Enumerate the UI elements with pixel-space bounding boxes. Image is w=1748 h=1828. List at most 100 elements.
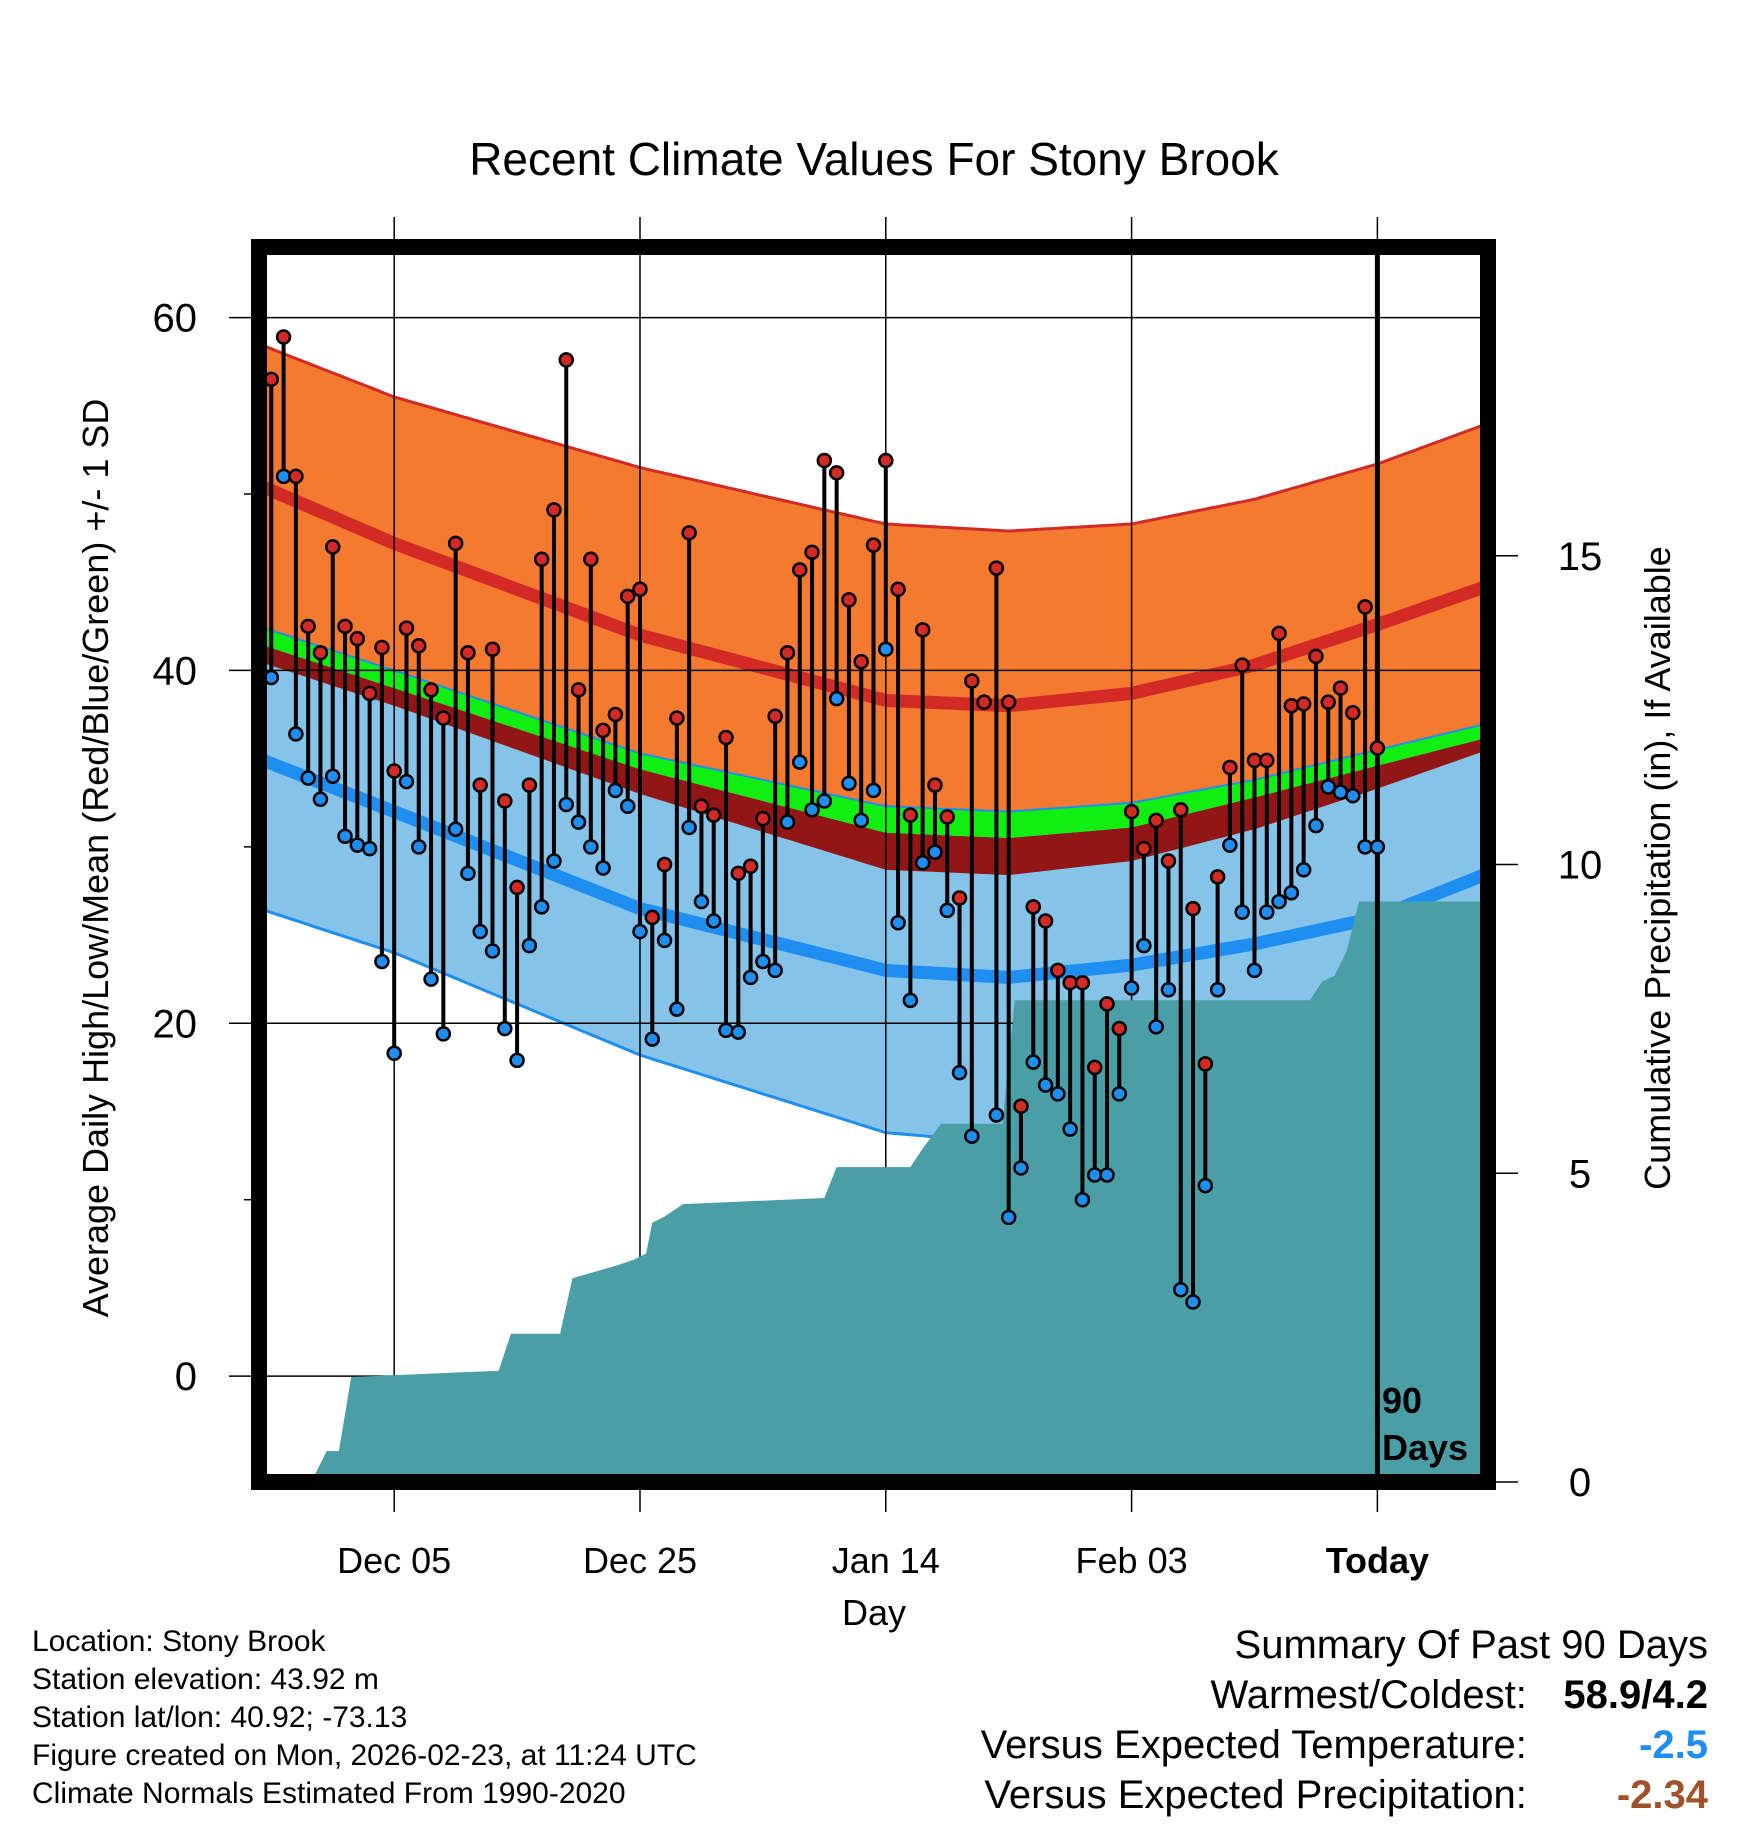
daily-low-point xyxy=(914,854,931,871)
daily-low-point xyxy=(595,860,611,876)
daily-high-point xyxy=(583,551,599,568)
low-temp-upper-sd-line xyxy=(259,625,1488,813)
daily-low-point xyxy=(669,1001,685,1017)
daily-low-point xyxy=(1345,787,1361,804)
daily-high-point xyxy=(1271,625,1287,642)
daily-low-point xyxy=(411,839,427,855)
daily-high-point xyxy=(779,645,796,661)
precip-value: -2.34 xyxy=(1616,1773,1708,1817)
daily-high-point xyxy=(398,620,415,636)
temp-value: -2.5 xyxy=(1639,1723,1708,1767)
daily-low-point xyxy=(927,844,943,860)
daily-low-point xyxy=(951,1064,968,1081)
x-tick-label: Dec 25 xyxy=(583,1540,697,1581)
daily-high-point xyxy=(1283,697,1300,714)
daily-high-point xyxy=(484,641,501,658)
summary-title: Summary Of Past 90 Days xyxy=(1234,1623,1708,1667)
daily-high-point xyxy=(324,539,341,555)
daily-high-point xyxy=(337,618,353,635)
daily-low-point xyxy=(337,828,353,845)
daily-high-point xyxy=(976,694,992,710)
daily-low-point xyxy=(1000,1209,1017,1226)
daily-high-point xyxy=(1308,648,1324,665)
precip-label: Versus Expected Precipitation: xyxy=(984,1773,1527,1817)
daily-high-point xyxy=(705,807,722,823)
daily-low-point xyxy=(865,782,882,799)
daily-low-point xyxy=(1295,862,1312,878)
daily-high-point xyxy=(902,807,919,823)
daily-high-point xyxy=(1357,599,1373,615)
daily-low-point xyxy=(828,690,845,707)
x-tick-label: Today xyxy=(1326,1540,1429,1581)
chart-title: Recent Climate Values For Stony Brook xyxy=(469,133,1280,185)
daily-high-point xyxy=(1369,740,1386,756)
daily-high-point xyxy=(1320,694,1336,710)
daily-low-point xyxy=(1025,1054,1042,1070)
daily-low-point xyxy=(841,775,857,792)
daily-low-point xyxy=(460,865,476,882)
daily-high-point xyxy=(681,525,697,541)
daily-high-point xyxy=(1332,680,1349,696)
daily-low-point xyxy=(533,899,550,915)
daily-high-point xyxy=(939,809,955,825)
daily-high-point xyxy=(1295,696,1312,712)
y-axis-label: Average Daily High/Low/Mean (Red/Blue/Gr… xyxy=(75,399,116,1318)
daily-high-point xyxy=(914,622,931,638)
y-tick-label: 40 xyxy=(153,649,198,693)
daily-low-point xyxy=(1160,982,1177,998)
daily-low-point xyxy=(1222,837,1238,853)
daily-high-point xyxy=(951,890,968,906)
daily-low-point xyxy=(484,943,501,959)
daily-low-point xyxy=(1332,784,1349,800)
daily-high-point xyxy=(853,653,869,670)
daily-low-point xyxy=(693,893,710,910)
daily-low-point xyxy=(300,770,316,786)
daily-low-point xyxy=(1209,982,1226,998)
daily-low-point xyxy=(570,814,587,830)
daily-high-point xyxy=(435,710,452,726)
daily-low-point xyxy=(1173,1281,1189,1298)
daily-high-point xyxy=(742,858,759,875)
low-temp-normal-line xyxy=(259,752,1488,984)
daily-low-point xyxy=(312,791,329,807)
daily-low-point xyxy=(1111,1086,1128,1102)
info-normals: Climate Normals Estimated From 1990-2020 xyxy=(32,1777,626,1810)
daily-low-point xyxy=(902,992,919,1009)
daily-low-point xyxy=(705,913,722,929)
daily-high-point xyxy=(460,645,476,661)
daily-low-point xyxy=(878,641,894,658)
station-info: Location: Stony Brook Station elevation:… xyxy=(32,1623,697,1813)
daily-high-point xyxy=(570,682,587,698)
x-axis-label: Day xyxy=(842,1592,906,1633)
y2-tick-label: 15 xyxy=(1558,535,1603,579)
daily-low-point xyxy=(1283,884,1300,901)
daily-low-point xyxy=(1246,962,1263,979)
daily-low-point xyxy=(1369,839,1386,855)
daily-low-point xyxy=(964,1128,980,1144)
daily-high-point xyxy=(1074,974,1091,991)
daily-high-point xyxy=(632,581,648,598)
daily-high-point xyxy=(361,685,378,702)
daily-high-point xyxy=(669,710,685,726)
daily-high-point xyxy=(546,502,562,518)
daily-high-point xyxy=(447,535,464,552)
daily-low-point xyxy=(939,902,955,919)
daily-low-point xyxy=(435,1026,452,1042)
daily-high-point xyxy=(1160,853,1177,869)
daily-low-point xyxy=(361,840,378,857)
daily-low-point xyxy=(1136,937,1152,954)
daily-low-point xyxy=(730,1024,747,1040)
daily-low-point xyxy=(1185,1294,1201,1310)
daily-low-point xyxy=(447,821,464,837)
daily-low-point xyxy=(890,914,906,931)
daily-high-point xyxy=(558,352,574,368)
daily-high-point xyxy=(411,637,427,654)
daily-high-point xyxy=(828,465,845,481)
daily-high-point xyxy=(656,856,673,873)
daily-high-point xyxy=(927,777,943,793)
summary-precip-row: Versus Expected Precipitation: -2.34 xyxy=(981,1770,1708,1820)
daily-low-point xyxy=(1037,1077,1054,1093)
daily-low-point xyxy=(1271,893,1287,910)
daily-low-point xyxy=(1013,1160,1029,1176)
daily-high-point xyxy=(1222,759,1238,776)
